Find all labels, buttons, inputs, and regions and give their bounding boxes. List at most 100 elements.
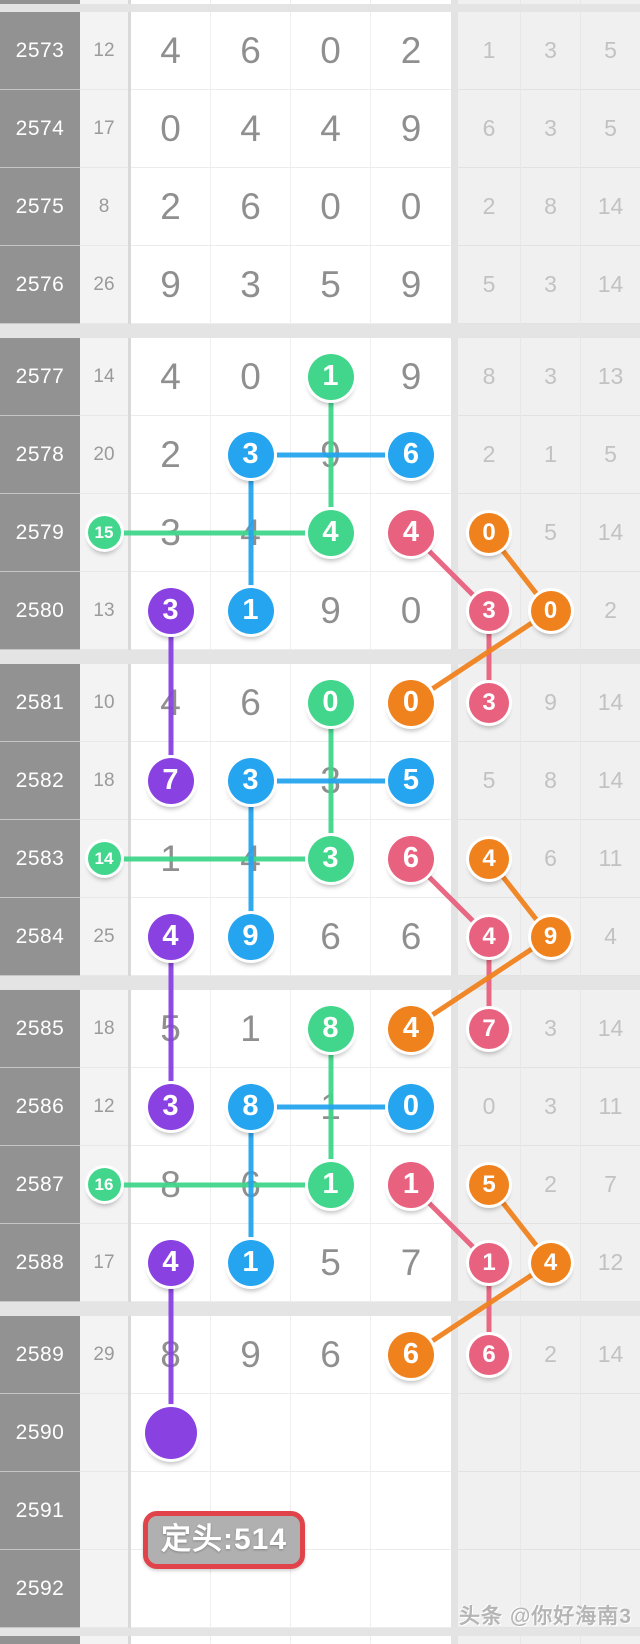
prediction-stamp: 定头:514 [143, 1511, 306, 1569]
stat-cell [580, 1636, 640, 1644]
section-divider [451, 572, 458, 650]
period-cell: 2577 [0, 338, 80, 416]
stat-cell [580, 0, 640, 4]
section-divider [451, 1068, 458, 1146]
digit-cell: 0 [371, 664, 451, 742]
stat-cell: 3 [520, 338, 580, 416]
stat-cell [458, 0, 520, 4]
period-cell: 2590 [0, 1394, 80, 1472]
stat-cell: 3 [458, 572, 520, 650]
stat-cell: 4 [580, 898, 640, 976]
digit-cell: 4 [131, 1224, 211, 1302]
sum-cell: 20 [80, 416, 128, 494]
sum-cell: 8 [80, 168, 128, 246]
digit-cell: 6 [211, 1146, 291, 1224]
column-divider [128, 1068, 131, 1146]
period-cell [0, 0, 80, 4]
digit-cell: 3 [211, 416, 291, 494]
digit-cell: 6 [211, 168, 291, 246]
column-divider [128, 898, 131, 976]
stat-cell: 1 [520, 416, 580, 494]
digit-cell: 9 [291, 416, 371, 494]
digit-cell [131, 1636, 211, 1644]
stat-cell [458, 1636, 520, 1644]
group-separator [0, 650, 640, 664]
digit-cell: 6 [291, 898, 371, 976]
digit-cell: 4 [371, 494, 451, 572]
digit-cell: 5 [131, 990, 211, 1068]
sum-cell [80, 1472, 128, 1550]
section-divider [451, 168, 458, 246]
period-cell: 2579 [0, 494, 80, 572]
digit-circle-pink: 7 [469, 1008, 509, 1049]
digit-cell [291, 0, 371, 4]
digit-cell: 8 [291, 990, 371, 1068]
partial-row [0, 1636, 640, 1644]
digit-circle-orange: 4 [388, 1005, 434, 1052]
section-divider [451, 1146, 458, 1224]
period-cell: 2575 [0, 168, 80, 246]
table-row: 2580 13 3 1 9 0 3 0 2 [0, 572, 640, 650]
stat-cell [580, 1550, 640, 1628]
column-divider [128, 990, 131, 1068]
section-divider [451, 90, 458, 168]
stat-cell: 3 [458, 664, 520, 742]
digit-circle-pink: 4 [469, 916, 509, 957]
digit-circle-pink: 1 [388, 1161, 434, 1208]
digit-circle-green: 3 [307, 835, 354, 882]
digit-cell: 9 [371, 246, 451, 324]
digit-cell [131, 0, 211, 4]
stat-cell: 11 [580, 820, 640, 898]
digit-cell: 9 [211, 898, 291, 976]
period-cell: 2574 [0, 90, 80, 168]
column-divider [128, 246, 131, 324]
stat-cell: 1 [458, 1224, 520, 1302]
digit-cell: 0 [131, 90, 211, 168]
stat-cell: 7 [580, 1146, 640, 1224]
period-cell: 2586 [0, 1068, 80, 1146]
stat-cell: 5 [458, 742, 520, 820]
digit-cell [291, 1550, 371, 1628]
digit-circle-violet [144, 1406, 197, 1459]
stat-cell: 4 [458, 820, 520, 898]
digit-cell: 7 [371, 1224, 451, 1302]
period-cell: 2576 [0, 246, 80, 324]
digit-cell: 6 [291, 1316, 371, 1394]
digit-cell: 4 [291, 90, 371, 168]
digit-circle-green: 1 [307, 1161, 354, 1208]
digit-cell: 6 [211, 12, 291, 90]
sum-cell: 16 [80, 1146, 128, 1224]
digit-cell: 3 [211, 246, 291, 324]
digit-circle-green: 15 [87, 516, 121, 549]
stat-cell: 9 [520, 898, 580, 976]
digit-circle-pink: 3 [469, 590, 509, 631]
section-divider [451, 990, 458, 1068]
digit-cell: 3 [131, 1068, 211, 1146]
period-cell: 2578 [0, 416, 80, 494]
digit-circle-orange: 5 [469, 1164, 509, 1205]
digit-circle-green: 0 [307, 679, 354, 726]
table-row: 2582 18 7 3 3 5 5 8 14 [0, 742, 640, 820]
digit-cell [371, 0, 451, 4]
table-row: 2576 26 9 3 5 9 5 3 14 [0, 246, 640, 324]
stat-cell [458, 1394, 520, 1472]
digit-cell: 3 [131, 572, 211, 650]
table-row: 2586 12 3 8 1 0 0 3 11 [0, 1068, 640, 1146]
sum-cell [80, 1550, 128, 1628]
group-separator [0, 4, 640, 12]
digit-cell: 0 [371, 572, 451, 650]
period-cell: 2591 [0, 1472, 80, 1550]
digit-cell: 1 [371, 1146, 451, 1224]
digit-cell: 1 [211, 572, 291, 650]
digit-circle-blue: 5 [388, 757, 434, 804]
digit-circle-blue: 9 [227, 913, 274, 960]
sum-cell: 17 [80, 90, 128, 168]
digit-circle-orange: 9 [530, 916, 571, 957]
group-separator [0, 1302, 640, 1316]
column-divider [128, 1316, 131, 1394]
digit-circle-green: 4 [307, 509, 354, 556]
sum-cell: 15 [80, 494, 128, 572]
stat-cell: 14 [580, 742, 640, 820]
period-cell [0, 1636, 80, 1644]
column-divider [128, 168, 131, 246]
